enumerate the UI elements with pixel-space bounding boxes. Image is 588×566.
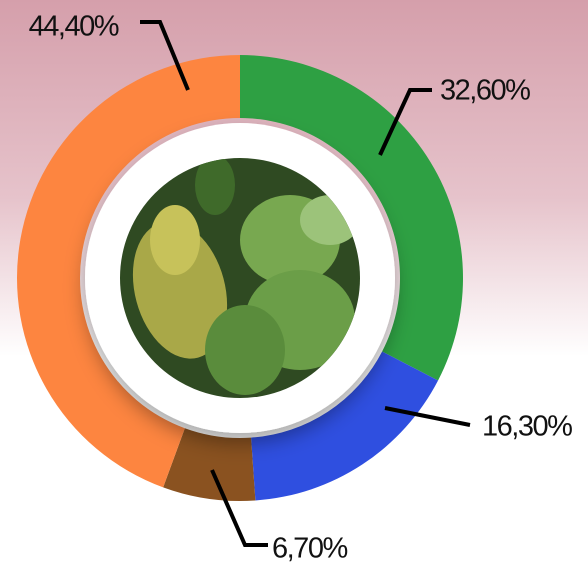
data-label: 6,70% (272, 533, 347, 565)
chart: 32,60% 16,30% 6,70% 44,40% (0, 0, 588, 566)
screen: 32,60% 16,30% 6,70% 44,40% (0, 0, 588, 566)
data-label: 16,30% (482, 411, 572, 443)
data-label: 44,40% (29, 11, 119, 43)
data-label: 32,60% (440, 75, 530, 107)
